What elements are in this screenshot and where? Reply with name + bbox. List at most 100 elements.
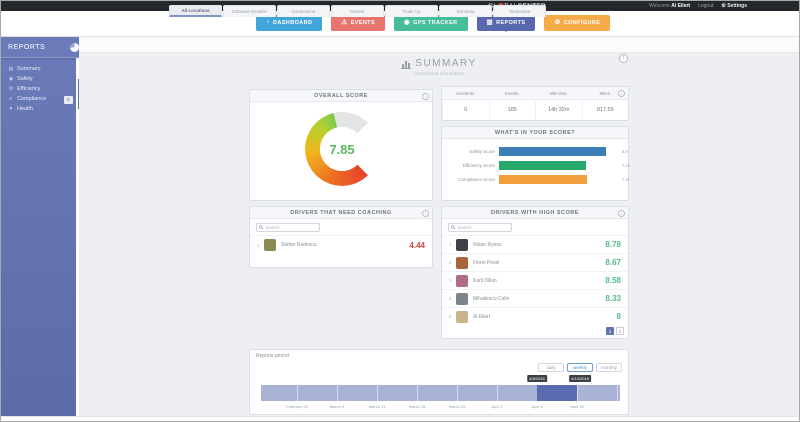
tab-trade-up[interactable]: Trade Up bbox=[385, 5, 438, 17]
tab-denver[interactable]: Denver bbox=[331, 5, 384, 17]
stats-value: 185 bbox=[488, 100, 536, 120]
period-button[interactable]: weekly bbox=[567, 363, 593, 372]
page-header: SUMMARY (04/08/2018-04/14/2018) bbox=[249, 58, 629, 76]
score-bar-row: Compliance Score 7.37 bbox=[442, 172, 630, 186]
driver-row[interactable]: 5 Al Eilert 8 bbox=[442, 307, 628, 325]
card-title: DRIVERS THAT NEED COACHING bbox=[290, 209, 392, 216]
period-button[interactable]: daily bbox=[538, 363, 564, 372]
driver-name: Al Eilert bbox=[473, 313, 491, 320]
page-title: SUMMARY bbox=[415, 58, 477, 69]
pie-chart-icon bbox=[70, 42, 79, 52]
gear-icon: ⚙ bbox=[721, 2, 726, 9]
tab-romania[interactable]: Romania bbox=[439, 5, 492, 17]
sidebar-menu: ▤ Summary ◉ Safety ⚙ Efficiency ✔ Compli… bbox=[1, 64, 76, 114]
selected-date-range[interactable] bbox=[537, 385, 577, 401]
info-icon[interactable]: i bbox=[618, 90, 625, 97]
timeline-band[interactable] bbox=[261, 385, 620, 401]
info-icon[interactable]: i bbox=[618, 209, 625, 217]
summary-chart-icon bbox=[401, 61, 412, 69]
settings-link[interactable]: ⚙ Settings bbox=[721, 3, 747, 9]
driver-row[interactable]: 3 Karli Dilkin 8.58 bbox=[442, 271, 628, 289]
sidebar-item-efficiency[interactable]: ⚙ Efficiency bbox=[1, 84, 76, 94]
driver-avatar bbox=[456, 256, 468, 269]
drivers-high-score-card: DRIVERS WITH HIGH SCORE i 1 Nolan Ryess … bbox=[441, 206, 629, 339]
sidebar-item-label: Compliance bbox=[17, 96, 47, 102]
settings-label: Settings bbox=[727, 2, 747, 9]
logo-text-gl: GL bbox=[488, 3, 497, 10]
driver-rank: 4 bbox=[449, 296, 452, 301]
overall-score-value: 7.85 bbox=[329, 141, 355, 157]
score-bar-value: 7.24 bbox=[622, 162, 630, 168]
reports-period-panel: Reports period daily weekly monthly 4/8/20… bbox=[249, 349, 629, 415]
driver-rank: 1 bbox=[449, 242, 452, 247]
card-title: WHAT'S IN YOUR SCORE? bbox=[494, 129, 576, 136]
page-options-icon[interactable]: i bbox=[619, 54, 628, 63]
axis-label: March 25 bbox=[448, 404, 466, 409]
health-icon: ♥ bbox=[9, 106, 13, 112]
score-bars: Safety Score 8.9 Efficiency Score 7.24 C… bbox=[442, 144, 630, 186]
sidebar-title: REPORTS bbox=[8, 43, 46, 51]
nav-reports-button[interactable]: ▥ REPORTS bbox=[476, 15, 536, 32]
nav-label: CONFIGURE bbox=[563, 20, 601, 26]
coaching-search-box bbox=[256, 223, 320, 232]
sidebar-item-compliance[interactable]: ✔ Compliance bbox=[1, 94, 76, 104]
events-warning-icon: ⚠ bbox=[341, 18, 348, 26]
high-score-search-input[interactable] bbox=[457, 225, 509, 230]
axis-label: April 1 bbox=[491, 404, 503, 409]
configure-wrench-icon: ⚙ bbox=[554, 18, 561, 26]
info-icon[interactable]: i bbox=[422, 209, 429, 217]
nav-gps-tracker-button[interactable]: ◉ GPS TRACKER bbox=[394, 15, 468, 31]
drivers-coaching-card: DRIVERS THAT NEED COACHING i 1 Stefan Ra… bbox=[249, 206, 433, 268]
coaching-search-input[interactable] bbox=[265, 225, 317, 230]
tab-strip bbox=[79, 37, 799, 53]
page-title-row: SUMMARY bbox=[249, 58, 629, 69]
stats-header: Idle time bbox=[549, 90, 567, 96]
axis-label: March 11 bbox=[368, 404, 386, 409]
driver-row[interactable]: 1 Nolan Ryess 8.78 bbox=[442, 235, 628, 253]
sidebar-item-summary[interactable]: ▤ Summary bbox=[1, 64, 76, 74]
page-button[interactable]: 1 bbox=[606, 327, 614, 335]
topbar-links: Welcome Al Eilert Logout ⚙ Settings bbox=[649, 3, 747, 9]
score-bar-fill bbox=[499, 160, 586, 170]
tab-software-reseller[interactable]: Software Reseller bbox=[223, 5, 276, 17]
score-bar-row: Safety Score 8.9 bbox=[442, 144, 628, 158]
driver-avatar bbox=[456, 238, 468, 251]
driver-row[interactable]: 4 Mihailescu Calin 8.33 bbox=[442, 289, 628, 307]
stats-header: Miles bbox=[599, 90, 610, 96]
sidebar-item-label: Efficiency bbox=[17, 86, 41, 92]
sidebar-item-health[interactable]: ♥ Health bbox=[1, 104, 76, 114]
page-button[interactable]: 2 bbox=[616, 327, 624, 335]
search-icon bbox=[451, 225, 456, 230]
driver-rank: 1 bbox=[257, 242, 260, 248]
info-icon[interactable]: i bbox=[422, 92, 429, 100]
driver-score: 8.78 bbox=[605, 240, 621, 249]
card-title: OVERALL SCORE bbox=[314, 92, 368, 99]
nav-label: EVENTS bbox=[350, 20, 376, 26]
safety-icon: ◉ bbox=[8, 76, 14, 82]
stats-card: Incidents Events Idle time Miles i 0 185 14h … bbox=[441, 86, 629, 121]
score-bar-label: Efficiency Score bbox=[462, 162, 495, 168]
axis-label: April 15 bbox=[570, 404, 584, 409]
score-bar-fill bbox=[499, 146, 606, 156]
overall-score-gauge-arc bbox=[305, 112, 379, 186]
period-button[interactable]: monthly bbox=[596, 363, 622, 372]
driver-rank: 3 bbox=[449, 278, 452, 283]
sidebar-item-safety[interactable]: ◉ Safety bbox=[1, 74, 76, 84]
nav-events-button[interactable]: ⚠ EVENTS bbox=[331, 15, 386, 31]
footer-strip bbox=[1, 416, 799, 421]
efficiency-gear-icon: ⚙ bbox=[8, 86, 14, 92]
tab-tennessee[interactable]: Tennessee bbox=[493, 5, 546, 17]
tab-all-locations[interactable]: All Locations bbox=[169, 5, 222, 17]
axis-label: March 4 bbox=[329, 404, 345, 409]
sidebar-item-label: Safety bbox=[17, 76, 33, 82]
stats-value-row: 0 185 14h 32m 817.55 bbox=[442, 100, 628, 120]
sidebar-pin-button[interactable]: ≡ bbox=[64, 96, 73, 104]
driver-row[interactable]: 2 Florin Pesel 8.67 bbox=[442, 253, 628, 271]
nav-dashboard-button[interactable]: ◔ DASHBOARD bbox=[255, 15, 323, 31]
nav-configure-button[interactable]: ⚙ CONFIGURE bbox=[544, 15, 611, 31]
tab-connecticut[interactable]: Connecticut bbox=[277, 5, 330, 17]
logout-link[interactable]: Logout bbox=[698, 2, 714, 9]
driver-row[interactable]: 1 Stefan Radescu 4.44 bbox=[250, 235, 432, 254]
sidebar-item-label: Health bbox=[17, 106, 33, 112]
